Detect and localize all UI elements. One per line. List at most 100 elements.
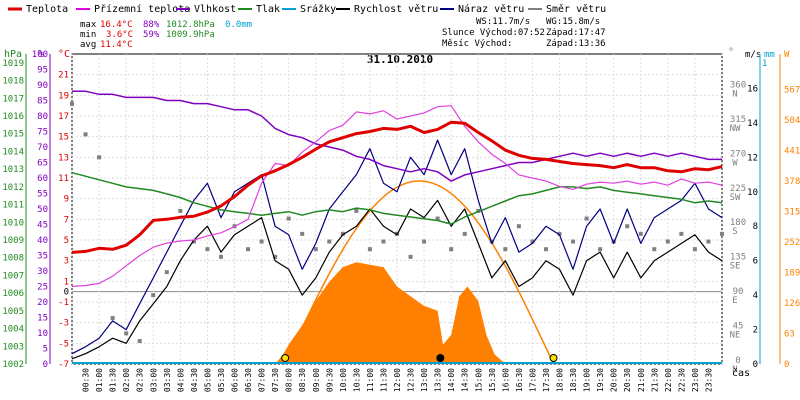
direction-point [110,316,115,321]
solar-radiation-area [275,180,555,365]
tick-humidity: 80 [37,112,48,122]
tick-time: 16:30 [515,368,524,392]
tick-time: 23:00 [691,368,700,392]
tick-pressure: 1009 [2,236,24,246]
tick-time: 23:30 [705,368,714,392]
direction-point [435,216,440,221]
stat-min-label: min [80,30,96,40]
tick-direction-label: SE [730,262,741,272]
tick-direction-label: N [732,89,737,99]
tick-time: 06:00 [231,368,240,392]
tick-temperature: -1 [58,298,69,308]
tick-solar: 441 [784,146,800,156]
tick-temperature-zero: 0 [64,288,69,298]
direction-point [259,239,264,244]
tick-pressure: 1019 [2,59,24,69]
tick-temperature: -7 [58,360,69,370]
tick-time: 20:30 [623,368,632,392]
legend: Teplota Přízemní teplota Vlhkost Tlak Sr… [8,3,606,15]
marker-sunset [549,354,558,362]
tick-time: 03:00 [149,368,158,392]
series-teplota [71,120,723,254]
axis-top-one: 1 [762,59,767,69]
tick-humidity: 15 [37,314,48,324]
series-lines [70,90,724,364]
tick-solar: 504 [784,116,800,126]
axis-unit-ms: m/s [745,50,761,60]
tick-pressure: 1010 [2,218,24,228]
tick-pressure: 1002 [2,360,24,370]
legend-label-vlhkost: Vlhkost [194,4,236,15]
tick-humidity: 100 [32,50,48,60]
tick-direction-label: E [732,296,737,306]
axis-unit-deg: ° [728,47,734,58]
direction-point [164,270,169,275]
tick-direction-label: S [732,227,737,237]
tick-time: 01:30 [109,368,118,392]
tick-time: 10:30 [352,368,361,392]
stat-max-temp: 16.4°C [100,20,133,30]
tick-direction: 180 [730,218,746,228]
direction-point [300,231,305,236]
tick-time: 04:00 [176,368,185,392]
axes: 1019101810171016101510141013101210111010… [2,50,800,392]
stat-max-hum: 88% [143,20,160,30]
tick-time: 02:00 [122,368,131,392]
tick-humidity: 90 [37,81,48,91]
tick-humidity: 50 [37,205,48,215]
tick-direction-label: SW [730,193,741,203]
tick-temperature: 19 [58,91,69,101]
tick-humidity: 95 [37,66,48,76]
direction-point [246,247,251,252]
tick-direction: 225 [730,184,746,194]
direction-point [543,247,548,252]
stat-max-press: 1012.8hPa [166,20,215,30]
stats-block: max 16.4°C 88% 1012.8hPa 0.0mm min 3.6°C… [80,17,606,50]
tick-wind: 12 [747,153,758,163]
legend-label-tlak: Tlak [256,4,280,15]
tick-time: 02:30 [136,368,145,392]
stat-avg-label: avg [80,40,96,50]
tick-time: 04:30 [190,368,199,392]
tick-time: 18:00 [556,368,565,392]
tick-pressure: 1003 [2,342,24,352]
tick-temperature: 7 [64,215,69,225]
direction-point [584,216,589,221]
tick-humidity: 35 [37,252,48,262]
tick-humidity: 60 [37,174,48,184]
stat-ws: WS:11.7m/s [476,17,530,27]
tick-solar: 189 [784,268,800,278]
series-tlak [71,171,723,225]
stat-min-temp: 3.6°C [106,30,133,40]
direction-point [340,231,345,236]
tick-temperature: 1 [64,277,69,287]
tick-time: 01:00 [95,368,104,392]
tick-pressure: 1013 [2,165,24,175]
direction-point [137,339,142,344]
tick-wind: 0 [753,360,758,370]
tick-direction: 315 [730,115,746,125]
tick-time: 08:30 [298,368,307,392]
tick-time: 14:00 [447,368,456,392]
direction-point [720,231,724,236]
tick-temperature: 15 [58,133,69,143]
tick-time: 15:30 [488,368,497,392]
tick-solar: 315 [784,207,800,217]
tick-direction-label: NE [730,331,741,341]
tick-direction: 0 [735,356,740,366]
direction-point [652,247,657,252]
tick-time: 17:00 [528,368,537,392]
direction-point [218,254,223,259]
tick-humidity: 10 [37,329,48,339]
direction-point [611,239,616,244]
direction-point [625,224,630,229]
tick-humidity: 40 [37,236,48,246]
date-title: 31.10.2010 [367,53,433,66]
tick-time: 05:00 [203,368,212,392]
direction-point [692,247,697,252]
tick-pressure: 1016 [2,112,24,122]
direction-point [151,293,156,298]
tick-time: 05:30 [217,368,226,392]
direction-point [530,239,535,244]
tick-solar: 63 [784,329,795,339]
